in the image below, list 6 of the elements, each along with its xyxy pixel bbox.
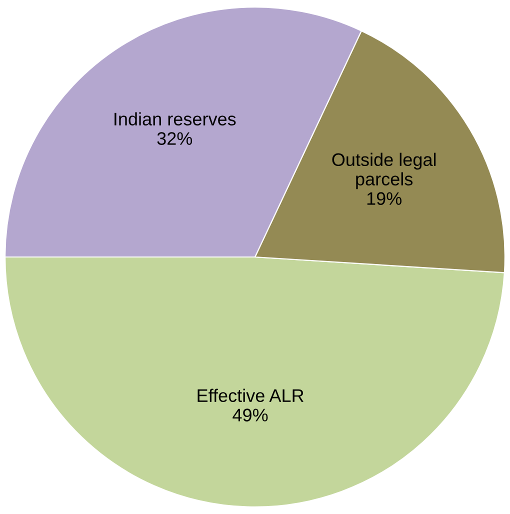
slice-label: Indian reserves: [114, 112, 236, 126]
data-label: 49%: [232, 408, 268, 422]
slice-label: Outside legal parcels: [332, 152, 436, 190]
data-label: 32%: [157, 132, 192, 145]
slice-label: Effective ALR: [198, 388, 304, 402]
data-label: 19%: [367, 192, 402, 205]
